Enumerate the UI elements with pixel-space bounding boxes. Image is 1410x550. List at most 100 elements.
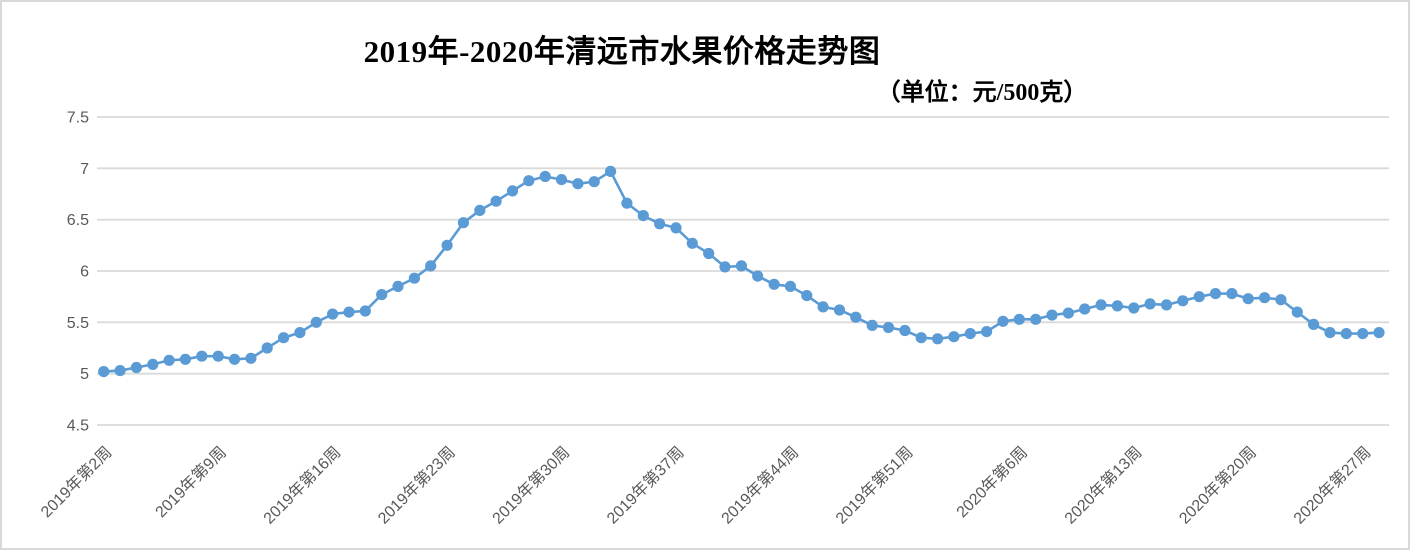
x-axis-tick-label: 2019年第51周 [832, 443, 916, 527]
data-point-marker [163, 354, 175, 366]
data-point-marker [801, 290, 813, 302]
data-point-marker [130, 361, 142, 374]
data-point-marker [719, 261, 731, 273]
data-point-marker [1062, 307, 1074, 319]
data-point-marker [278, 332, 290, 344]
data-point-marker [1226, 288, 1238, 300]
data-point-marker [98, 366, 110, 378]
y-axis-tick-label: 5 [80, 366, 89, 383]
x-axis-tick-label: 2020年第13周 [1061, 443, 1145, 527]
data-point-marker [1209, 288, 1222, 300]
data-point-marker [1357, 328, 1369, 340]
data-point-marker [441, 239, 453, 251]
data-point-marker [1128, 302, 1140, 314]
data-point-marker [1373, 327, 1385, 339]
data-point-marker [457, 217, 469, 229]
data-point-marker [850, 311, 862, 323]
data-point-marker [1308, 318, 1320, 330]
data-point-marker [588, 176, 600, 188]
data-point-marker [114, 365, 126, 377]
x-axis-tick-label: 2019年第44周 [718, 443, 802, 527]
data-point-marker [555, 174, 568, 186]
data-point-marker [1144, 298, 1156, 310]
data-point-marker [735, 260, 748, 272]
data-point-marker [1193, 291, 1205, 303]
data-point-marker [1340, 328, 1352, 340]
data-point-marker [981, 326, 993, 338]
data-point-marker [228, 353, 241, 365]
x-axis-tick-label: 2020年第6周 [953, 443, 1031, 521]
data-point-marker [882, 321, 895, 334]
data-point-marker [523, 175, 535, 187]
data-point-marker [245, 352, 257, 364]
data-point-marker [1242, 293, 1254, 305]
chart-subtitle: （单位：元/500克） [876, 80, 1088, 106]
data-point-marker [359, 305, 371, 317]
data-point-marker [654, 218, 666, 230]
y-axis-tick-label: 4.5 [67, 418, 89, 435]
data-point-marker [327, 308, 339, 320]
y-axis-tick-label: 7.5 [67, 110, 89, 127]
data-point-marker [703, 247, 715, 260]
data-point-marker [997, 315, 1009, 327]
data-point-marker [605, 165, 617, 177]
data-point-marker [1275, 294, 1287, 306]
y-axis-tick-label: 6 [80, 264, 89, 281]
data-point-marker [425, 260, 437, 272]
data-point-marker [506, 185, 519, 197]
x-axis-tick-label: 2019年第2周 [37, 443, 115, 521]
data-point-marker [196, 350, 208, 362]
data-point-marker [539, 170, 551, 183]
data-point-marker [392, 280, 404, 292]
data-point-marker [899, 324, 911, 337]
data-point-marker [179, 353, 191, 365]
data-point-marker [817, 301, 829, 313]
data-point-marker [833, 304, 846, 316]
y-axis-tick-label: 7 [80, 161, 89, 178]
data-point-marker [1111, 300, 1123, 312]
data-point-marker [1030, 313, 1042, 325]
data-point-marker [147, 358, 159, 370]
data-point-marker [670, 222, 682, 234]
data-point-marker [964, 328, 976, 340]
x-axis-tick-label: 2020年第27周 [1290, 443, 1374, 527]
chart-title: 2019年-2020年清远市水果价格走势图 [363, 34, 881, 69]
data-point-marker [686, 237, 698, 249]
data-point-marker [343, 306, 355, 318]
data-point-marker [915, 332, 927, 344]
y-axis-tick-label: 5.5 [67, 315, 89, 332]
data-point-marker [1291, 306, 1303, 318]
data-point-marker [932, 333, 944, 345]
data-point-marker [948, 331, 960, 343]
data-point-marker [752, 270, 764, 282]
data-point-marker [1079, 303, 1091, 315]
data-point-marker [1013, 313, 1025, 325]
data-point-marker [768, 278, 780, 290]
data-point-marker [261, 342, 273, 354]
x-axis-tick-label: 2019年第9周 [152, 443, 230, 521]
data-point-marker [490, 195, 502, 207]
data-point-marker [621, 197, 633, 209]
x-axis-tick-label: 2019年第16周 [260, 443, 344, 527]
data-point-marker [1046, 309, 1058, 321]
x-axis-tick-label: 2020年第20周 [1176, 443, 1260, 527]
data-point-marker [474, 204, 486, 216]
data-point-marker [784, 280, 797, 292]
x-axis-tick-label: 2019年第37周 [603, 443, 687, 527]
data-point-marker [408, 272, 420, 284]
data-point-marker [572, 178, 584, 190]
data-point-marker [1177, 295, 1189, 307]
data-point-marker [1160, 299, 1173, 311]
data-point-marker [866, 319, 878, 331]
y-axis-tick-label: 6.5 [67, 212, 89, 229]
data-point-marker [637, 210, 649, 222]
data-point-marker [1324, 327, 1336, 339]
data-point-marker [376, 289, 388, 301]
data-point-marker [1259, 292, 1271, 304]
data-point-marker [310, 316, 322, 328]
x-axis-tick-label: 2019年第30周 [489, 443, 573, 527]
data-point-marker [294, 327, 306, 339]
x-axis-tick-label: 2019年第23周 [374, 443, 458, 527]
